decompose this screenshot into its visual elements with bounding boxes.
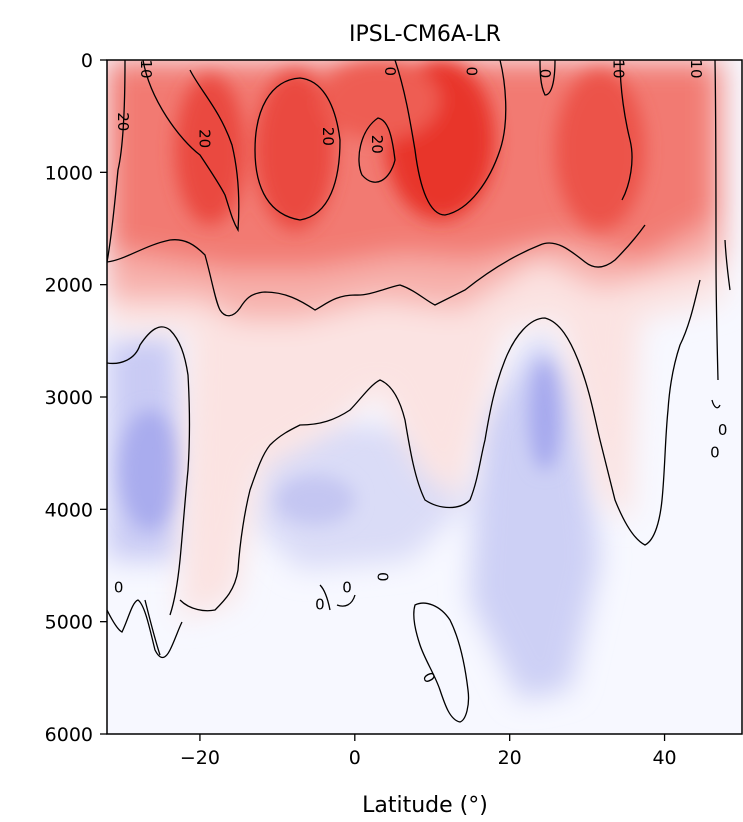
y-tick-label: 2000 (45, 275, 93, 297)
contour-line-20-left (142, 60, 240, 233)
negative-region-north (470, 330, 600, 700)
y-tick-label: 5000 (45, 612, 93, 634)
contour-line-0-deep-center (413, 602, 470, 723)
contour-label: 0 (462, 66, 480, 76)
y-tick-label: 4000 (45, 499, 93, 521)
contour-label: 0 (710, 444, 720, 462)
contour-line-0-north-small (711, 399, 721, 409)
x-tick-label: 20 (498, 747, 522, 769)
plot-area (107, 60, 742, 734)
positive-anomaly-core (175, 60, 645, 230)
negative-core-south (120, 410, 180, 530)
contour-label: 10 (610, 59, 628, 78)
contour-label: 20 (114, 112, 132, 131)
negative-core-north (529, 360, 561, 470)
positive-core-left (175, 75, 245, 225)
contour-label: 20 (368, 135, 386, 154)
positive-core-center (255, 70, 335, 230)
negative-core-equator (275, 475, 355, 525)
contour-label: 10 (687, 59, 705, 78)
contour-line-0-north-edge (724, 239, 731, 291)
y-tick-label: 6000 (45, 724, 93, 746)
contour-label: 0 (536, 69, 554, 79)
contour-line-10-north (619, 60, 633, 201)
contour-line-surface-20-west (107, 60, 126, 263)
contour-line-20-mid (358, 117, 396, 183)
y-tick-label: 0 (81, 50, 93, 72)
x-axis-label: Latitude (°) (362, 793, 488, 818)
contour-line-0-small-a (319, 584, 331, 611)
contour-label: 20 (319, 127, 337, 146)
negative-anomaly-core (120, 360, 561, 530)
contour-label: 20 (195, 129, 213, 148)
y-axis-ticks: 0 1000 2000 3000 4000 5000 6000 (45, 50, 107, 746)
contour-label: 0 (718, 421, 728, 439)
contour-label: 0 (373, 572, 391, 582)
y-tick-label: 1000 (45, 162, 93, 184)
y-tick-label: 3000 (45, 387, 93, 409)
contour-line-surface-0-north (539, 60, 556, 96)
contour-line-10-main (107, 224, 646, 317)
x-tick-label: 40 (652, 747, 676, 769)
contour-line-0-lower-west (107, 599, 183, 659)
y-axis: 0 1000 2000 3000 4000 5000 6000 (45, 50, 107, 746)
contour-label: 0 (381, 66, 399, 76)
chart-title: IPSL-CM6A-LR (349, 22, 501, 47)
contour-line-0-main (107, 279, 701, 616)
contour-label: 10 (137, 59, 155, 78)
contour-label: 0 (114, 578, 124, 596)
contour-lines (107, 60, 731, 723)
x-axis-ticks: −20 0 20 40 (180, 734, 677, 769)
contour-line-10-right (394, 60, 507, 216)
x-axis: −20 0 20 40 Latitude (°) (180, 734, 677, 818)
contour-label: 0 (315, 595, 325, 613)
contour-line-0-small-b (336, 594, 356, 607)
x-tick-label: −20 (180, 747, 220, 769)
contour-line-20-center (254, 77, 341, 221)
contour-line-0-deep-west (144, 599, 161, 656)
positive-core-north (555, 70, 645, 230)
x-tick-label: 0 (349, 747, 361, 769)
contour-line-0-far-north (714, 60, 719, 381)
contour-label: 0 (342, 578, 352, 596)
